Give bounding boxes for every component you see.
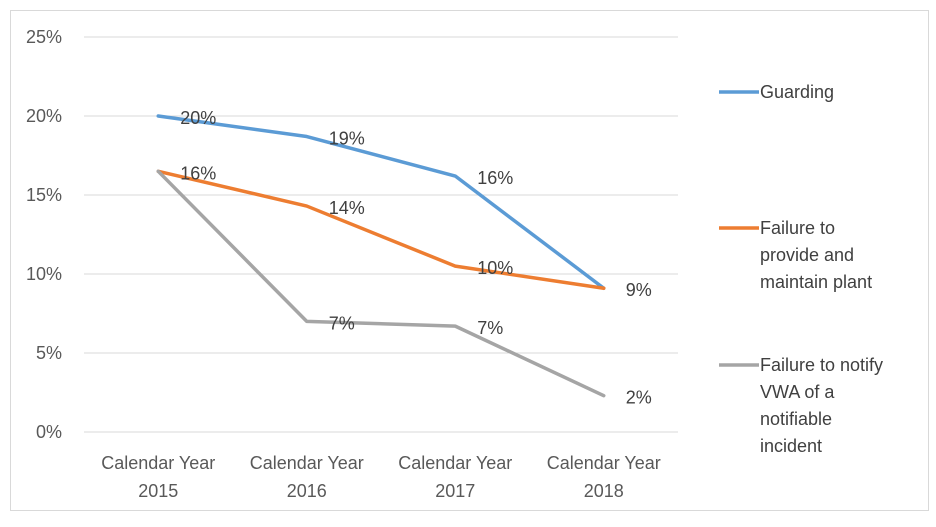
legend-label: Failure to notify xyxy=(760,355,883,375)
gridlines xyxy=(84,36,678,433)
y-tick-label: 25% xyxy=(26,27,62,47)
y-tick-label: 10% xyxy=(26,264,62,284)
y-tick-label: 0% xyxy=(36,422,62,442)
chart-border xyxy=(10,10,929,511)
data-labels: 20% 19% 16% 16% 14% 10% 9% 7% 7% 2% xyxy=(180,108,652,408)
series-line xyxy=(156,169,606,398)
data-label: 7% xyxy=(329,313,355,333)
legend-label: Guarding xyxy=(760,82,834,102)
x-tick-label: Calendar Year xyxy=(250,453,364,473)
x-tick-label: 2017 xyxy=(435,481,475,501)
x-tick-label: Calendar Year xyxy=(398,453,512,473)
legend-label: notifiable xyxy=(760,409,832,429)
legend-label: Failure to xyxy=(760,218,835,238)
y-tick-label: 20% xyxy=(26,106,62,126)
legend-label: VWA of a xyxy=(760,382,835,402)
data-label: 7% xyxy=(477,318,503,338)
x-tick-label: 2015 xyxy=(138,481,178,501)
data-label: 19% xyxy=(329,129,365,149)
x-tick-label: Calendar Year xyxy=(547,453,661,473)
legend-label: maintain plant xyxy=(760,272,872,292)
series-line xyxy=(156,169,606,290)
legend: Guarding Failure to provide and maintain pl… xyxy=(719,82,883,456)
x-tick-label: 2018 xyxy=(584,481,624,501)
x-tick-label: 2016 xyxy=(287,481,327,501)
data-label: 10% xyxy=(477,258,513,278)
data-label: 2% xyxy=(626,388,652,408)
x-tick-label: Calendar Year xyxy=(101,453,215,473)
data-label: 16% xyxy=(477,168,513,188)
x-axis: Calendar Year 2015 Calendar Year 2016 Calend… xyxy=(101,453,661,501)
y-tick-label: 15% xyxy=(26,185,62,205)
y-axis: 0% 5% 10% 15% 20% 25% xyxy=(26,27,62,442)
y-tick-label: 5% xyxy=(36,343,62,363)
data-label: 16% xyxy=(180,163,216,183)
legend-label: provide and xyxy=(760,245,854,265)
data-label: 20% xyxy=(180,108,216,128)
legend-label: incident xyxy=(760,436,822,456)
data-label: 9% xyxy=(626,280,652,300)
series-line xyxy=(156,114,606,290)
series-lines xyxy=(156,114,606,398)
data-label: 14% xyxy=(329,198,365,218)
